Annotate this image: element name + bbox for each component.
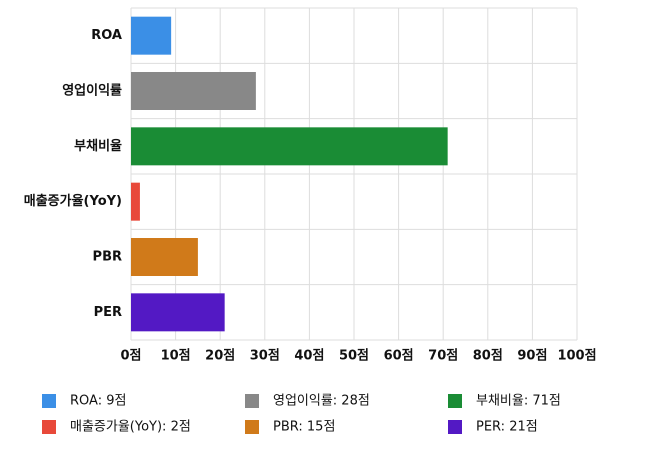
y-tick-label: PBR bbox=[93, 250, 122, 265]
x-tick-label: 80점 bbox=[473, 349, 503, 364]
y-tick-label: ROA bbox=[91, 28, 122, 43]
bar bbox=[131, 127, 448, 166]
bar bbox=[131, 72, 256, 110]
x-tick-label: 100점 bbox=[557, 349, 596, 364]
legend-swatch bbox=[42, 420, 56, 434]
bar bbox=[131, 16, 172, 55]
x-tick-label: 10점 bbox=[161, 349, 191, 364]
y-tick-label: 부채비율 bbox=[74, 138, 122, 154]
legend-swatch bbox=[245, 394, 259, 408]
y-tick-label: PER bbox=[94, 305, 122, 320]
x-tick-label: 70점 bbox=[428, 349, 458, 364]
legend-label: PBR: 15점 bbox=[273, 420, 335, 435]
legend-swatch bbox=[245, 420, 259, 434]
legend-label: ROA: 9점 bbox=[70, 394, 126, 409]
legend-swatch bbox=[448, 394, 462, 408]
x-tick-label: 20점 bbox=[205, 349, 235, 364]
legend-label: 매출증가율(YoY): 2점 bbox=[70, 420, 191, 435]
x-tick-label: 90점 bbox=[517, 349, 547, 364]
legend-label: 부채비율: 71점 bbox=[476, 394, 561, 409]
x-tick-label: 40점 bbox=[294, 349, 324, 364]
bar bbox=[131, 238, 198, 276]
y-tick-label: 영업이익률 bbox=[62, 83, 122, 99]
legend-label: PER: 21점 bbox=[476, 420, 538, 435]
legend-swatch bbox=[42, 394, 56, 408]
legend-label: 영업이익률: 28점 bbox=[273, 394, 370, 409]
y-tick-label: 매출증가율(YoY) bbox=[24, 193, 122, 209]
x-tick-label: 50점 bbox=[339, 349, 369, 364]
bar bbox=[131, 182, 140, 221]
x-tick-label: 30점 bbox=[250, 349, 280, 364]
bar bbox=[131, 293, 225, 332]
x-tick-label: 60점 bbox=[384, 349, 414, 364]
legend-swatch bbox=[448, 420, 462, 434]
x-tick-label: 0점 bbox=[120, 349, 141, 364]
